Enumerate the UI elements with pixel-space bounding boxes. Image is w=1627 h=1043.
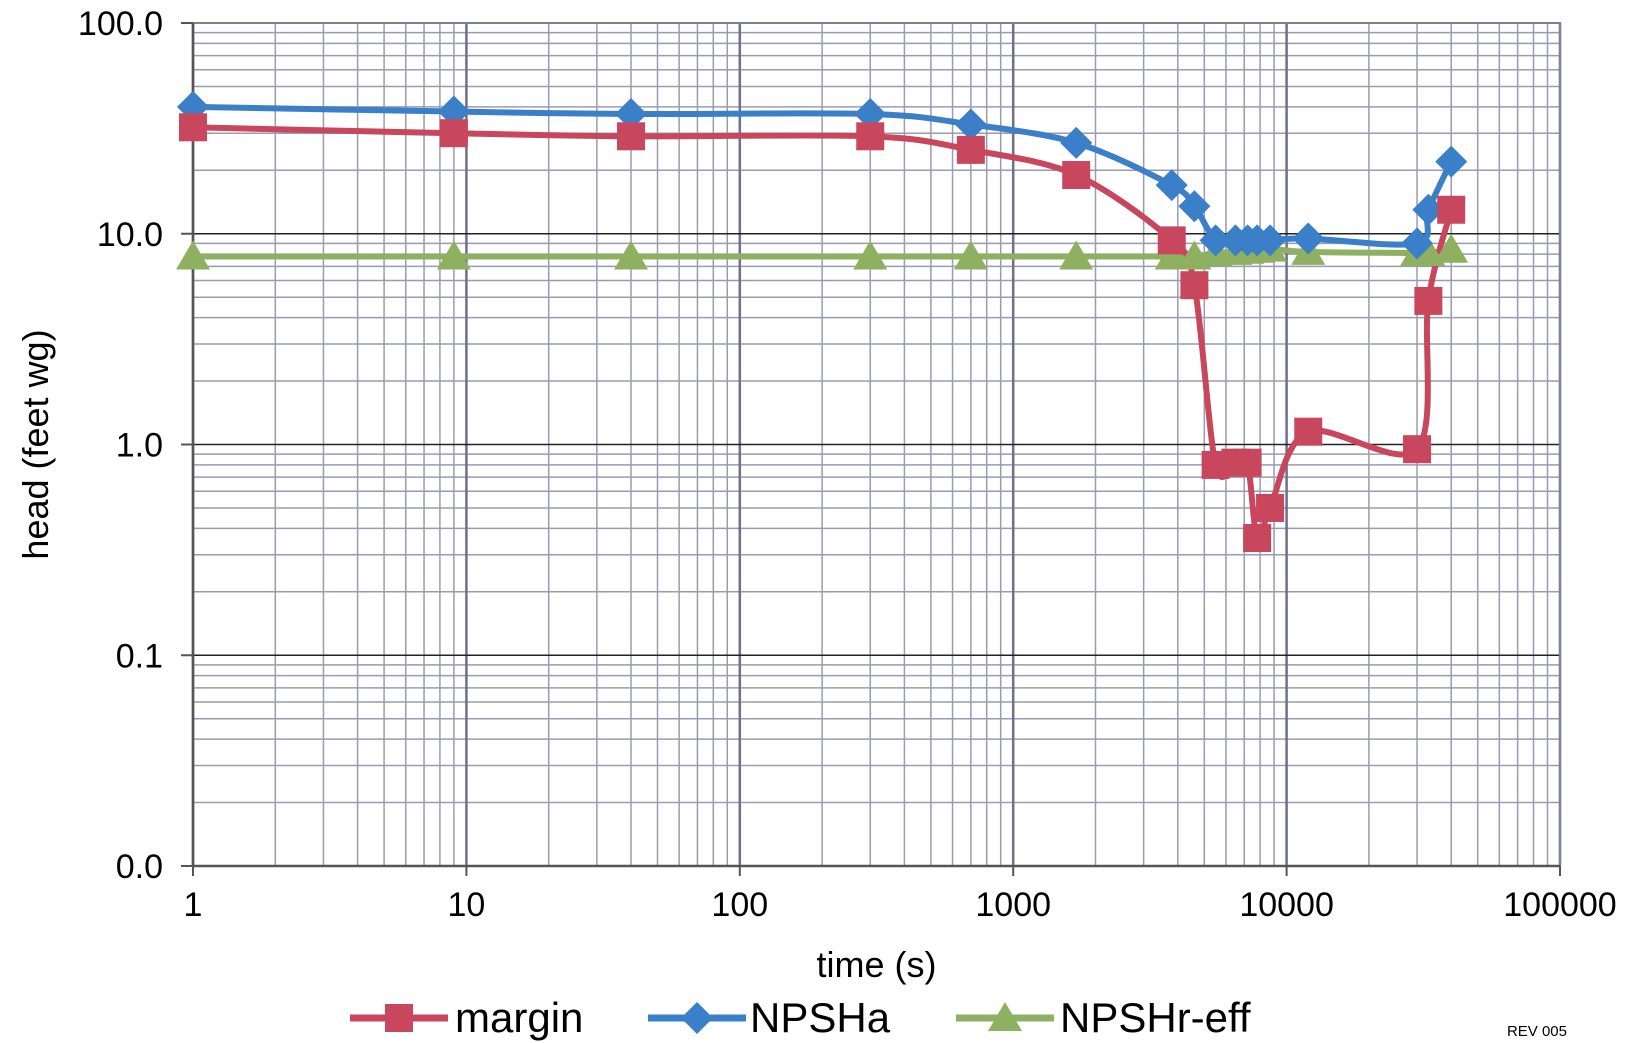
data-point-npshr-eff <box>953 240 988 270</box>
x-tick-label: 10 <box>447 886 485 924</box>
x-tick-label: 1 <box>184 886 203 924</box>
data-point-margin <box>617 122 646 151</box>
data-point-margin <box>1403 435 1432 464</box>
data-point-margin <box>439 119 468 148</box>
data-point-npsha <box>1178 190 1211 223</box>
x-tick-label: 100000 <box>1503 886 1616 924</box>
data-point-npshr-eff <box>1154 240 1189 270</box>
data-point-npshr-eff <box>176 240 210 270</box>
legend-label-npshr-eff: NPSHr-eff <box>1060 994 1251 1041</box>
data-point-npsha <box>1254 224 1287 257</box>
data-point-margin <box>1062 161 1091 190</box>
data-point-npsha <box>954 108 987 141</box>
data-point-margin <box>1437 195 1466 224</box>
tick-labels: 1 10 100 1000 10000 100000 0.0 0.1 1.0 10.0 100.0 <box>78 5 1617 924</box>
data-point-margin <box>1414 286 1443 315</box>
data-point-npsha <box>1401 227 1434 260</box>
y-tick-label: 1.0 <box>116 427 163 465</box>
legend-marker-margin <box>385 1004 413 1032</box>
x-tick-label: 1000 <box>975 886 1051 924</box>
data-point-npsha <box>1155 169 1188 202</box>
data-point-margin <box>856 122 885 151</box>
data-point-margin <box>1157 226 1186 255</box>
data-point-npshr-eff <box>1434 233 1469 263</box>
data-point-npsha <box>615 98 648 131</box>
data-point-npshr-eff <box>853 240 888 270</box>
series-markers <box>176 90 1469 553</box>
x-axis-title: time (s) <box>817 944 937 985</box>
data-point-margin <box>1294 417 1323 446</box>
legend-label-npsha: NPSHa <box>750 994 891 1041</box>
axes <box>181 22 1561 876</box>
legend-marker-npshr-eff <box>988 1002 1022 1031</box>
y-tick-label: 0.0 <box>116 848 163 886</box>
data-point-margin <box>1256 493 1285 522</box>
data-point-npshr-eff <box>614 240 649 270</box>
legend: margin NPSHa NPSHr-eff <box>350 994 1251 1041</box>
revision-label: REV 005 <box>1507 1023 1567 1040</box>
data-point-npsha <box>1199 224 1232 257</box>
legend-marker-npsha <box>681 1002 713 1034</box>
x-tick-label: 100 <box>711 886 768 924</box>
data-point-margin <box>1233 448 1262 477</box>
data-point-npshr-eff <box>436 240 471 270</box>
y-axis-title: head (feet wg) <box>15 329 56 559</box>
data-point-margin <box>956 135 985 164</box>
legend-label-margin: margin <box>455 994 583 1041</box>
x-tick-label: 10000 <box>1239 886 1334 924</box>
y-tick-label: 100.0 <box>78 5 163 43</box>
data-point-npsha <box>1435 145 1468 178</box>
data-point-npsha <box>1412 193 1445 226</box>
data-point-margin <box>1243 524 1272 553</box>
y-tick-label: 0.1 <box>116 637 163 675</box>
data-point-npsha <box>1292 222 1325 255</box>
y-tick-label: 10.0 <box>97 216 163 254</box>
data-point-npsha <box>854 98 887 131</box>
data-point-margin <box>179 113 207 142</box>
data-point-npsha <box>1060 126 1093 159</box>
data-point-margin <box>1180 271 1209 300</box>
data-point-npshr-eff <box>1059 240 1094 270</box>
